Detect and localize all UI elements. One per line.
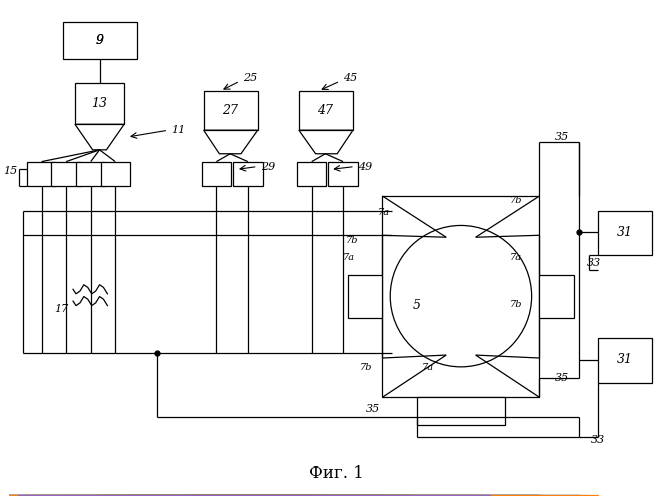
Bar [417,398,505,425]
Text: 29: 29 [260,162,275,172]
Bar [204,91,258,130]
Text: 7b: 7b [345,236,358,244]
Text: 7b: 7b [360,364,372,372]
Text: 45: 45 [343,73,358,83]
Bar [297,162,326,186]
Text: 7b: 7b [510,196,523,205]
Text: 33: 33 [587,258,601,268]
Bar [51,162,81,186]
Bar [76,162,105,186]
Bar [233,162,262,186]
Bar [539,274,574,318]
Text: 35: 35 [366,404,380,414]
Text: 7b: 7b [510,300,523,308]
Text: 47: 47 [318,104,334,117]
Bar [27,162,57,186]
Text: Фиг. 1: Фиг. 1 [309,466,364,482]
Bar [599,210,653,255]
Text: 27: 27 [222,104,238,117]
Bar [101,162,130,186]
Text: 9: 9 [95,34,103,48]
Text: 13: 13 [91,97,107,110]
Text: 7a: 7a [422,364,434,372]
Text: 35: 35 [555,372,569,382]
Text: 7a: 7a [510,254,522,262]
Bar [328,162,358,186]
Text: 33: 33 [591,434,605,444]
Bar [299,91,353,130]
Text: 35: 35 [555,132,569,142]
Bar [63,22,137,60]
Text: 15: 15 [3,166,17,176]
Text: 5: 5 [413,300,421,312]
Text: 49: 49 [358,162,372,172]
Bar [75,83,124,124]
Text: 31: 31 [617,226,633,239]
Bar [202,162,231,186]
Bar [348,274,382,318]
Text: 31: 31 [617,354,633,366]
Bar [382,196,539,398]
Text: 9: 9 [95,34,103,48]
Text: 7a: 7a [378,208,390,217]
Text: 25: 25 [243,73,257,83]
Text: 7a: 7a [343,254,355,262]
Text: 17: 17 [54,304,68,314]
Bar [599,338,653,382]
Text: 11: 11 [171,125,186,135]
